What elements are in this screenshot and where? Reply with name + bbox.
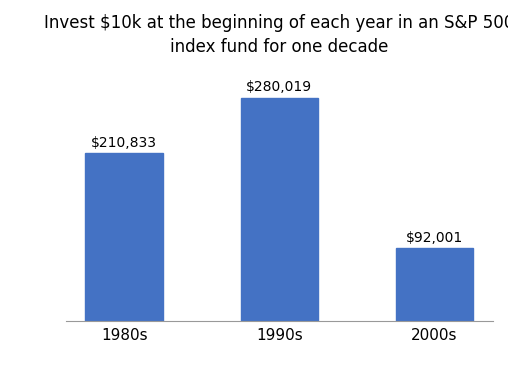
Text: $92,001: $92,001 [406,231,463,245]
Bar [85,153,163,321]
Bar [396,248,473,321]
Text: $280,019: $280,019 [246,80,312,95]
Bar [241,97,318,321]
Text: $210,833: $210,833 [91,136,157,150]
Title: Invest $10k at the beginning of each year in an S&P 500
index fund for one decad: Invest $10k at the beginning of each yea… [44,14,508,56]
